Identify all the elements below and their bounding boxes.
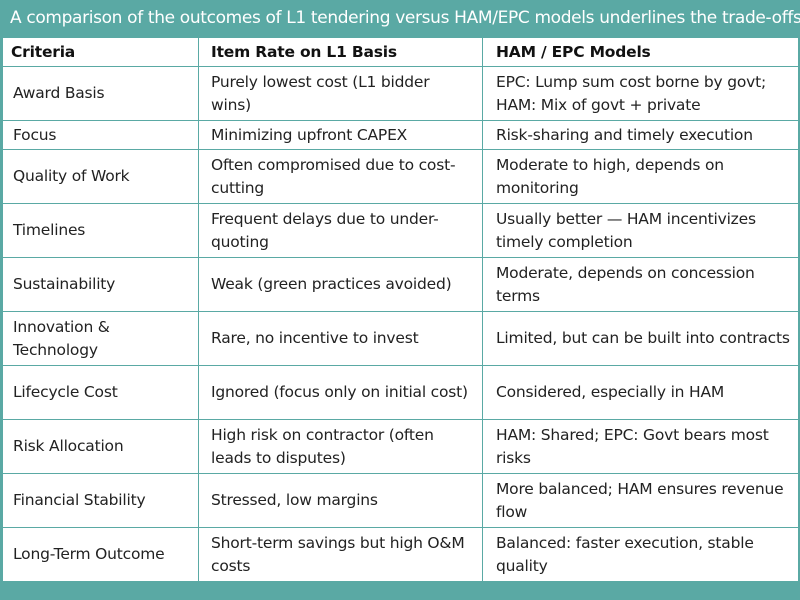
ham-epc-cell: More balanced; HAM ensures revenue flow (482, 473, 799, 528)
l1-cell: Stressed, low margins (198, 473, 483, 528)
header-item-rate-l1: Item Rate on L1 Basis (198, 37, 483, 67)
table-row: Focus Minimizing upfront CAPEX Risk-shar… (2, 120, 799, 150)
ham-epc-cell: EPC: Lump sum cost borne by govt; HAM: M… (482, 66, 799, 121)
l1-cell: Weak (green practices avoided) (198, 257, 483, 312)
l1-cell: High risk on contractor (often leads to … (198, 419, 483, 474)
criteria-cell: Focus (2, 120, 199, 150)
header-row: Criteria Item Rate on L1 Basis HAM / EPC… (2, 37, 799, 67)
criteria-cell: Long-Term Outcome (2, 527, 199, 582)
criteria-cell: Innovation & Technology (2, 311, 199, 366)
table-caption: A comparison of the outcomes of L1 tende… (10, 8, 800, 28)
l1-cell: Minimizing upfront CAPEX (198, 120, 483, 150)
l1-cell: Purely lowest cost (L1 bidder wins) (198, 66, 483, 121)
table-row: Award Basis Purely lowest cost (L1 bidde… (2, 66, 799, 121)
l1-cell: Rare, no incentive to invest (198, 311, 483, 366)
table-row: Financial Stability Stressed, low margin… (2, 473, 799, 528)
criteria-cell: Financial Stability (2, 473, 199, 528)
ham-epc-cell: Moderate to high, depends on monitoring (482, 149, 799, 204)
header-criteria: Criteria (2, 37, 199, 67)
table-row: Risk Allocation High risk on contractor … (2, 419, 799, 474)
ham-epc-cell: Risk-sharing and timely execution (482, 120, 799, 150)
ham-epc-cell: Usually better — HAM incentivizes timely… (482, 203, 799, 258)
criteria-cell: Timelines (2, 203, 199, 258)
criteria-cell: Sustainability (2, 257, 199, 312)
ham-epc-cell: Considered, especially in HAM (482, 365, 799, 420)
ham-epc-cell: Limited, but can be built into contracts (482, 311, 799, 366)
l1-cell: Often compromised due to cost-cutting (198, 149, 483, 204)
table-row: Sustainability Weak (green practices avo… (2, 257, 799, 312)
l1-cell: Ignored (focus only on initial cost) (198, 365, 483, 420)
table-row: Lifecycle Cost Ignored (focus only on in… (2, 365, 799, 420)
table-row: Long-Term Outcome Short-term savings but… (2, 527, 799, 582)
criteria-cell: Quality of Work (2, 149, 199, 204)
ham-epc-cell: Balanced: faster execution, stable quali… (482, 527, 799, 582)
ham-epc-cell: Moderate, depends on concession terms (482, 257, 799, 312)
criteria-cell: Award Basis (2, 66, 199, 121)
table-row: Innovation & Technology Rare, no incenti… (2, 311, 799, 366)
ham-epc-cell: HAM: Shared; EPC: Govt bears most risks (482, 419, 799, 474)
l1-cell: Frequent delays due to under-quoting (198, 203, 483, 258)
header-ham-epc: HAM / EPC Models (482, 37, 799, 67)
l1-cell: Short-term savings but high O&M costs (198, 527, 483, 582)
criteria-cell: Lifecycle Cost (2, 365, 199, 420)
criteria-cell: Risk Allocation (2, 419, 199, 474)
comparison-table: Criteria Item Rate on L1 Basis HAM / EPC… (2, 37, 799, 582)
table-row: Quality of Work Often compromised due to… (2, 149, 799, 204)
table-row: Timelines Frequent delays due to under-q… (2, 203, 799, 258)
